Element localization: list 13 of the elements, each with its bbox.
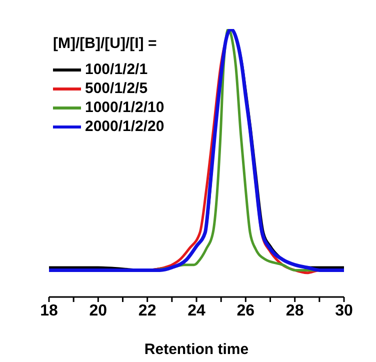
legend-label: 100/1/2/1 [85, 60, 148, 79]
x-tick-label: 30 [335, 302, 353, 320]
x-tick-label: 24 [188, 302, 206, 320]
x-tick-label: 26 [236, 302, 255, 320]
legend-label: 500/1/2/5 [85, 79, 148, 98]
x-tick-label: 22 [138, 302, 156, 320]
x-tick-label: 20 [89, 302, 108, 320]
x-tick-label: 28 [286, 302, 304, 320]
legend-label: 2000/1/2/20 [85, 117, 164, 136]
x-tick-label: 18 [40, 302, 58, 320]
legend-label: 1000/1/2/10 [85, 98, 164, 117]
x-axis-title: Retention time [144, 341, 249, 358]
legend-title: [M]/[B]/[U]/[I] = [53, 35, 158, 52]
